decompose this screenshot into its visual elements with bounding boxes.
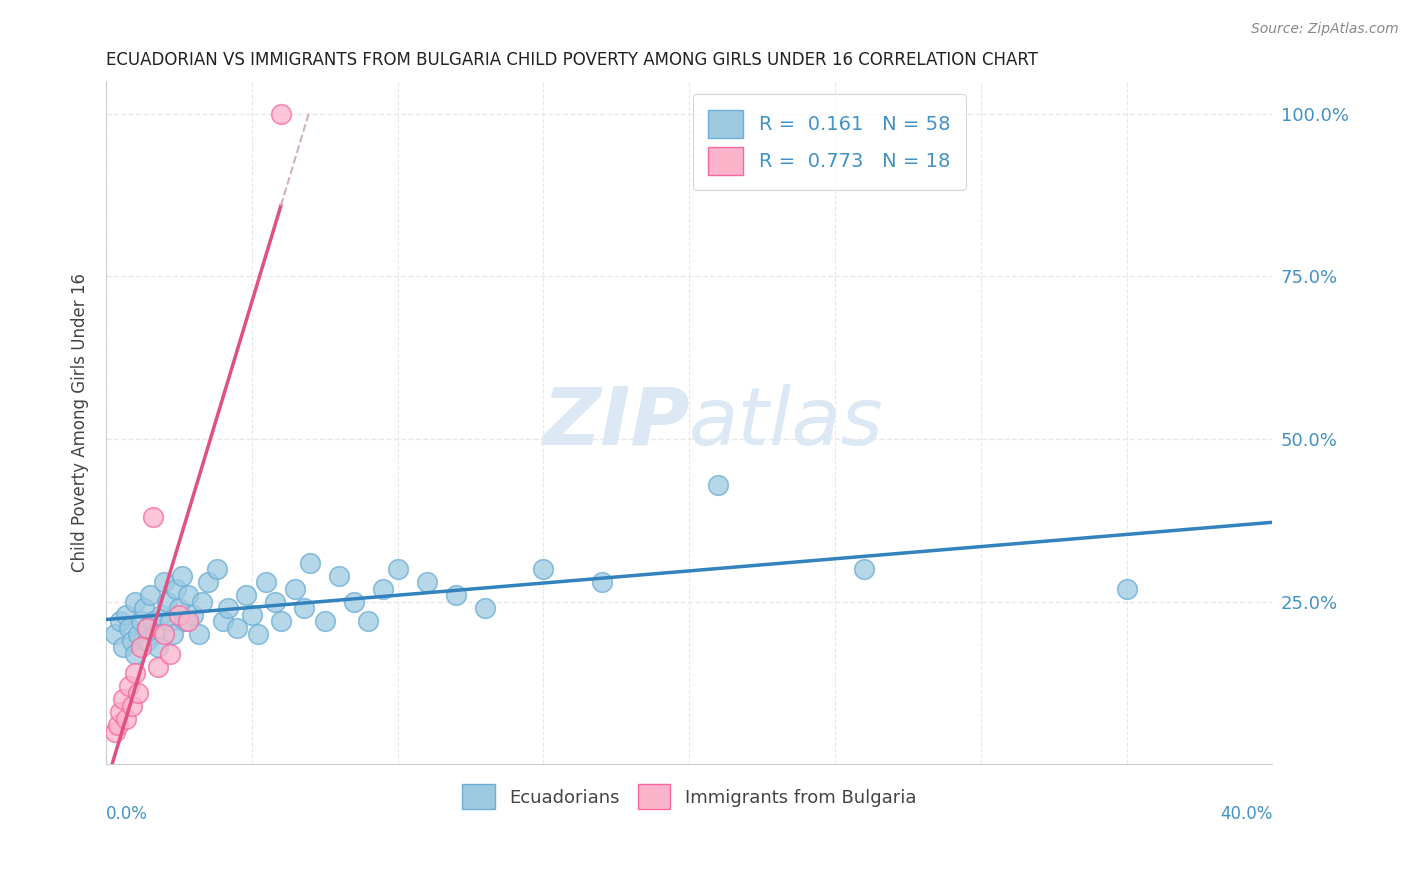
Text: atlas: atlas — [689, 384, 884, 462]
Text: ZIP: ZIP — [541, 384, 689, 462]
Point — [148, 659, 170, 673]
Point — [270, 614, 292, 628]
Point — [240, 607, 263, 622]
Point — [132, 601, 155, 615]
Point — [284, 582, 307, 596]
Point — [118, 621, 141, 635]
Point — [197, 575, 219, 590]
Point — [138, 588, 160, 602]
Point — [853, 562, 876, 576]
Point — [112, 640, 135, 655]
Point — [142, 510, 165, 524]
Point — [270, 107, 292, 121]
Point — [127, 686, 149, 700]
Point — [129, 640, 152, 655]
Point — [110, 705, 132, 719]
Point — [107, 718, 129, 732]
Point — [173, 614, 195, 628]
Point — [299, 556, 322, 570]
Text: ECUADORIAN VS IMMIGRANTS FROM BULGARIA CHILD POVERTY AMONG GIRLS UNDER 16 CORREL: ECUADORIAN VS IMMIGRANTS FROM BULGARIA C… — [105, 51, 1038, 69]
Point — [129, 614, 152, 628]
Point — [124, 666, 146, 681]
Point — [1115, 582, 1137, 596]
Point — [135, 621, 157, 635]
Point — [357, 614, 380, 628]
Point — [217, 601, 239, 615]
Point — [235, 588, 257, 602]
Text: 0.0%: 0.0% — [105, 805, 148, 823]
Point — [188, 627, 211, 641]
Point — [176, 588, 198, 602]
Point — [124, 647, 146, 661]
Point — [343, 595, 366, 609]
Point — [170, 568, 193, 582]
Point — [444, 588, 467, 602]
Point — [159, 614, 181, 628]
Point — [474, 601, 496, 615]
Point — [226, 621, 249, 635]
Text: 40.0%: 40.0% — [1220, 805, 1272, 823]
Point — [254, 575, 277, 590]
Point — [150, 607, 173, 622]
Point — [121, 698, 143, 713]
Point — [162, 627, 184, 641]
Point — [167, 607, 190, 622]
Point — [176, 614, 198, 628]
Point — [314, 614, 336, 628]
Point — [142, 614, 165, 628]
Legend: Ecuadorians, Immigrants from Bulgaria: Ecuadorians, Immigrants from Bulgaria — [456, 777, 924, 817]
Point — [167, 601, 190, 615]
Point — [115, 607, 138, 622]
Y-axis label: Child Poverty Among Girls Under 16: Child Poverty Among Girls Under 16 — [72, 273, 89, 573]
Point — [387, 562, 409, 576]
Point — [531, 562, 554, 576]
Point — [153, 627, 176, 641]
Point — [246, 627, 269, 641]
Point — [211, 614, 233, 628]
Point — [292, 601, 315, 615]
Point — [121, 633, 143, 648]
Point — [112, 692, 135, 706]
Point — [328, 568, 350, 582]
Point — [145, 627, 167, 641]
Point — [104, 724, 127, 739]
Point — [205, 562, 228, 576]
Point — [371, 582, 394, 596]
Point — [135, 621, 157, 635]
Point — [118, 679, 141, 693]
Point — [165, 582, 187, 596]
Point — [135, 633, 157, 648]
Point — [148, 640, 170, 655]
Point — [124, 595, 146, 609]
Point — [104, 627, 127, 641]
Point — [191, 595, 214, 609]
Point — [415, 575, 437, 590]
Point — [183, 607, 205, 622]
Point — [591, 575, 613, 590]
Point — [156, 595, 179, 609]
Point — [115, 712, 138, 726]
Point — [707, 477, 730, 491]
Point — [264, 595, 287, 609]
Point — [127, 627, 149, 641]
Text: Source: ZipAtlas.com: Source: ZipAtlas.com — [1251, 22, 1399, 37]
Point — [153, 575, 176, 590]
Point — [110, 614, 132, 628]
Point — [159, 647, 181, 661]
